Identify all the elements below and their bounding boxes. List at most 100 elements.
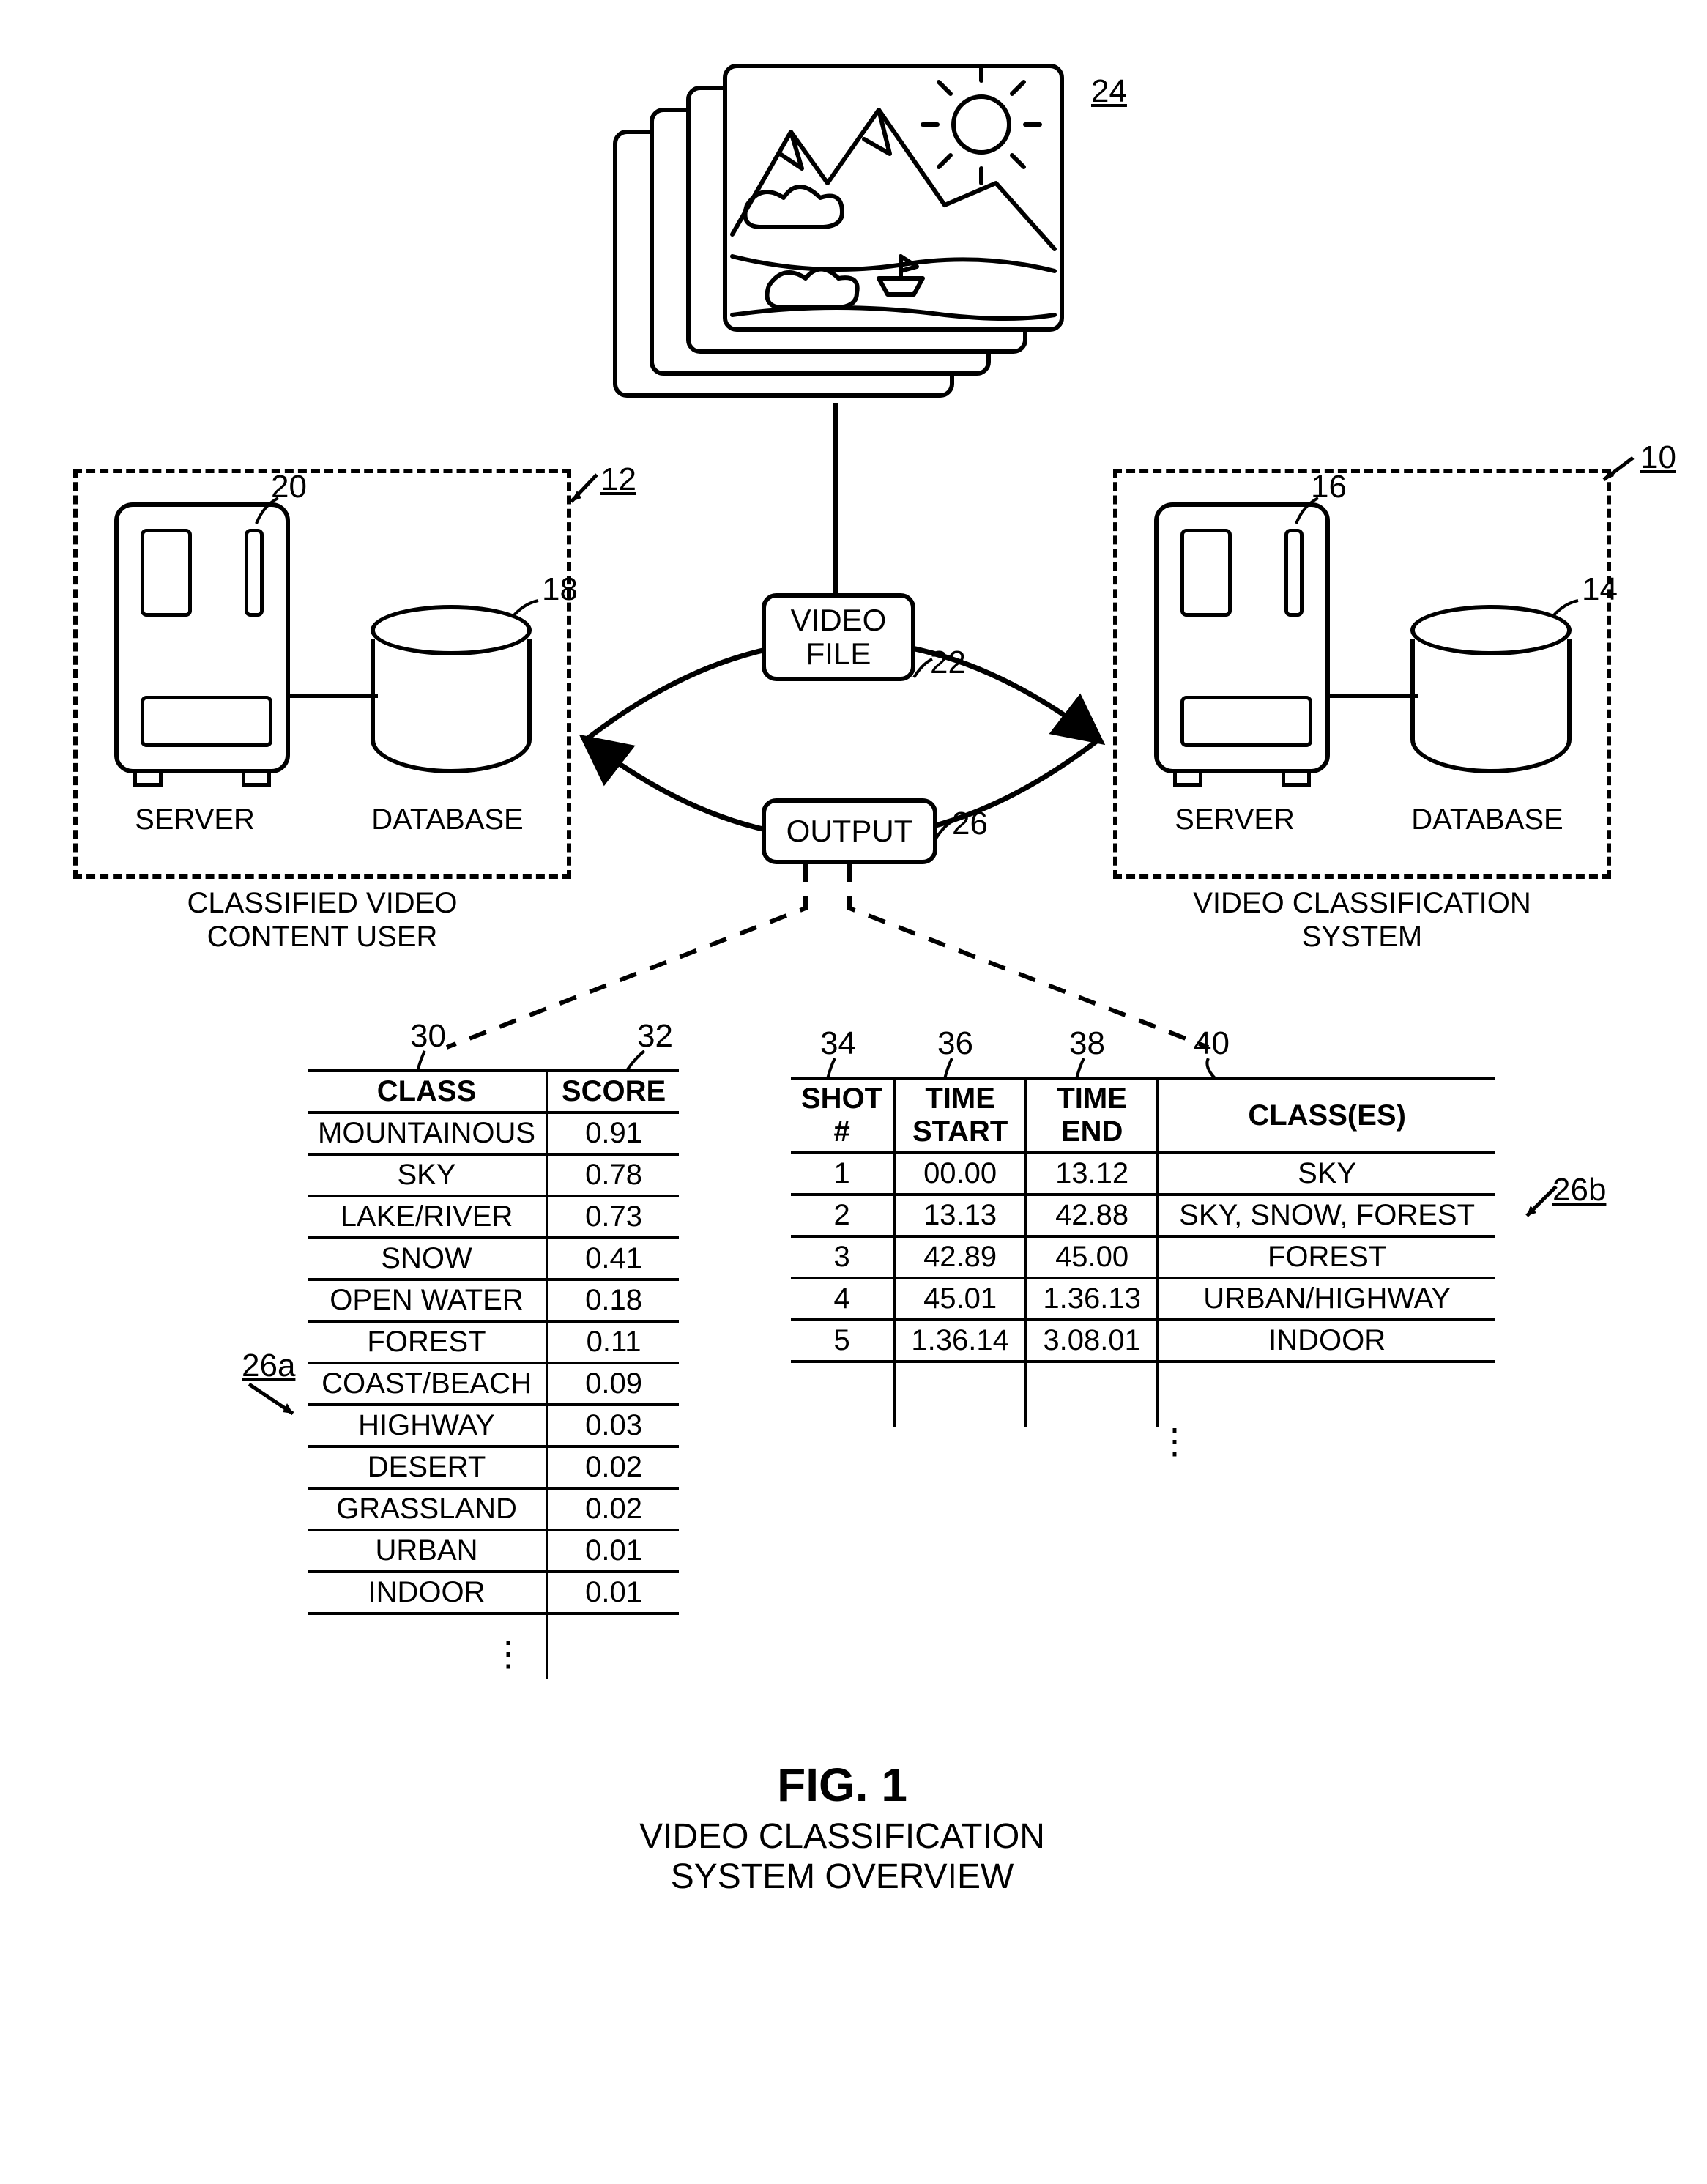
user-server bbox=[114, 502, 290, 773]
table-row: OPEN WATER0.18 bbox=[308, 1279, 679, 1321]
table-cell: 45.01 bbox=[894, 1278, 1026, 1320]
table-cell: 13.12 bbox=[1026, 1153, 1158, 1195]
table-cell: SKY bbox=[308, 1154, 547, 1196]
ref-36: 36 bbox=[937, 1025, 973, 1062]
table-row: LAKE/RIVER0.73 bbox=[308, 1196, 679, 1238]
table-cell: 2 bbox=[791, 1195, 894, 1236]
ref-26a: 26a bbox=[242, 1348, 295, 1384]
output-label: OUTPUT bbox=[786, 814, 913, 848]
table-cell: SKY, SNOW, FOREST bbox=[1158, 1195, 1495, 1236]
table-cell: SKY bbox=[1158, 1153, 1495, 1195]
table-b-header: TIMESTART bbox=[894, 1078, 1026, 1153]
table-a-header: SCORE bbox=[547, 1071, 679, 1113]
ref-32: 32 bbox=[637, 1018, 673, 1055]
ref-40: 40 bbox=[1194, 1025, 1230, 1062]
table-cell: 1.36.14 bbox=[894, 1320, 1026, 1362]
table-cell: DESERT bbox=[308, 1446, 547, 1488]
ref-30: 30 bbox=[410, 1018, 446, 1055]
table-cell: 0.18 bbox=[547, 1279, 679, 1321]
table-cell: 13.13 bbox=[894, 1195, 1026, 1236]
table-cell: OPEN WATER bbox=[308, 1279, 547, 1321]
class-score-table: CLASSSCOREMOUNTAINOUS0.91SKY0.78LAKE/RIV… bbox=[308, 1069, 679, 1679]
ref-38: 38 bbox=[1069, 1025, 1105, 1062]
ref-14: 14 bbox=[1582, 571, 1618, 608]
ref-34: 34 bbox=[820, 1025, 856, 1062]
table-row: HIGHWAY0.03 bbox=[308, 1405, 679, 1446]
table-row: 51.36.143.08.01INDOOR bbox=[791, 1320, 1495, 1362]
table-cell: 45.00 bbox=[1026, 1236, 1158, 1278]
ref-26a-leader bbox=[249, 1384, 308, 1421]
user-database bbox=[371, 605, 532, 773]
class-db-label: DATABASE bbox=[1396, 803, 1579, 836]
figure-subtitle-l2: SYSTEM OVERVIEW bbox=[671, 1857, 1014, 1896]
table-row: SNOW0.41 bbox=[308, 1238, 679, 1279]
table-row: SKY0.78 bbox=[308, 1154, 679, 1196]
table-b-header: SHOT# bbox=[791, 1078, 894, 1153]
shot-table-wrap: SHOT#TIMESTARTTIMEENDCLASS(ES)100.0013.1… bbox=[791, 1077, 1495, 1427]
table-cell: 42.89 bbox=[894, 1236, 1026, 1278]
table-cell: INDOOR bbox=[308, 1572, 547, 1613]
table-cell: 0.78 bbox=[547, 1154, 679, 1196]
table-cell: FOREST bbox=[308, 1321, 547, 1363]
user-system-label-l1: CLASSIFIED VIDEO bbox=[187, 887, 458, 919]
frames-to-videofile bbox=[831, 403, 840, 593]
ref-26b-leader bbox=[1523, 1186, 1560, 1223]
user-system-label-l2: CONTENT USER bbox=[207, 921, 438, 953]
table-cell: 1.36.13 bbox=[1026, 1278, 1158, 1320]
class-server-label: SERVER bbox=[1147, 803, 1323, 836]
user-server-label: SERVER bbox=[107, 803, 283, 836]
video-frames-stack bbox=[600, 59, 1069, 439]
table-row: URBAN0.01 bbox=[308, 1530, 679, 1572]
output-block: OUTPUT bbox=[762, 798, 937, 864]
table-a-header: CLASS bbox=[308, 1071, 547, 1113]
table-row: 213.1342.88SKY, SNOW, FOREST bbox=[791, 1195, 1495, 1236]
table-row: 445.011.36.13URBAN/HIGHWAY bbox=[791, 1278, 1495, 1320]
table-row: MOUNTAINOUS0.91 bbox=[308, 1113, 679, 1154]
ref-26b: 26b bbox=[1552, 1172, 1606, 1208]
table-cell: GRASSLAND bbox=[308, 1488, 547, 1530]
class-server bbox=[1154, 502, 1330, 773]
table-cell: 3.08.01 bbox=[1026, 1320, 1158, 1362]
table-cell: 0.02 bbox=[547, 1446, 679, 1488]
video-file-block: VIDEO FILE bbox=[762, 593, 915, 681]
user-db-label: DATABASE bbox=[356, 803, 539, 836]
table-cell: 0.03 bbox=[547, 1405, 679, 1446]
table-cell: MOUNTAINOUS bbox=[308, 1113, 547, 1154]
table-row: GRASSLAND0.02 bbox=[308, 1488, 679, 1530]
figure-canvas: 24 SERVER DATABASE 20 18 12 CLASSIFIED V… bbox=[29, 29, 1678, 2155]
table-cell: 3 bbox=[791, 1236, 894, 1278]
video-file-label: VIDEO FILE bbox=[791, 603, 887, 671]
figure-subtitle-l1: VIDEO CLASSIFICATION bbox=[639, 1817, 1045, 1856]
frames-illustration bbox=[600, 59, 1069, 439]
ref-24: 24 bbox=[1091, 73, 1127, 110]
table-cell: SNOW bbox=[308, 1238, 547, 1279]
table-cell: 0.01 bbox=[547, 1530, 679, 1572]
figure-subtitle: VIDEO CLASSIFICATION SYSTEM OVERVIEW bbox=[600, 1816, 1084, 1897]
table-cell: LAKE/RIVER bbox=[308, 1196, 547, 1238]
table-row: COAST/BEACH0.09 bbox=[308, 1363, 679, 1405]
table-cell: COAST/BEACH bbox=[308, 1363, 547, 1405]
table-cell: 0.91 bbox=[547, 1113, 679, 1154]
table-b-header: TIMEEND bbox=[1026, 1078, 1158, 1153]
table-cell: 1 bbox=[791, 1153, 894, 1195]
table-cell: 4 bbox=[791, 1278, 894, 1320]
table-row: INDOOR0.01 bbox=[308, 1572, 679, 1613]
table-cell: HIGHWAY bbox=[308, 1405, 547, 1446]
table-b-vdots: ⋮ bbox=[1157, 1421, 1192, 1462]
table-cell: 0.73 bbox=[547, 1196, 679, 1238]
table-cell: URBAN bbox=[308, 1530, 547, 1572]
table-cell: URBAN/HIGHWAY bbox=[1158, 1278, 1495, 1320]
table-cell: 0.02 bbox=[547, 1488, 679, 1530]
table-b-header: CLASS(ES) bbox=[1158, 1078, 1495, 1153]
class-system-label-l2: SYSTEM bbox=[1302, 921, 1422, 953]
shot-table: SHOT#TIMESTARTTIMEENDCLASS(ES)100.0013.1… bbox=[791, 1077, 1495, 1427]
class-system-box: SERVER DATABASE bbox=[1113, 469, 1611, 879]
table-row: 100.0013.12SKY bbox=[791, 1153, 1495, 1195]
table-row: FOREST0.11 bbox=[308, 1321, 679, 1363]
table-row: 342.8945.00FOREST bbox=[791, 1236, 1495, 1278]
figure-title: FIG. 1 bbox=[688, 1758, 996, 1812]
table-cell: 0.41 bbox=[547, 1238, 679, 1279]
table-a-vdots: ⋮ bbox=[491, 1633, 526, 1674]
table-cell: FOREST bbox=[1158, 1236, 1495, 1278]
class-score-table-wrap: CLASSSCOREMOUNTAINOUS0.91SKY0.78LAKE/RIV… bbox=[308, 1069, 679, 1679]
